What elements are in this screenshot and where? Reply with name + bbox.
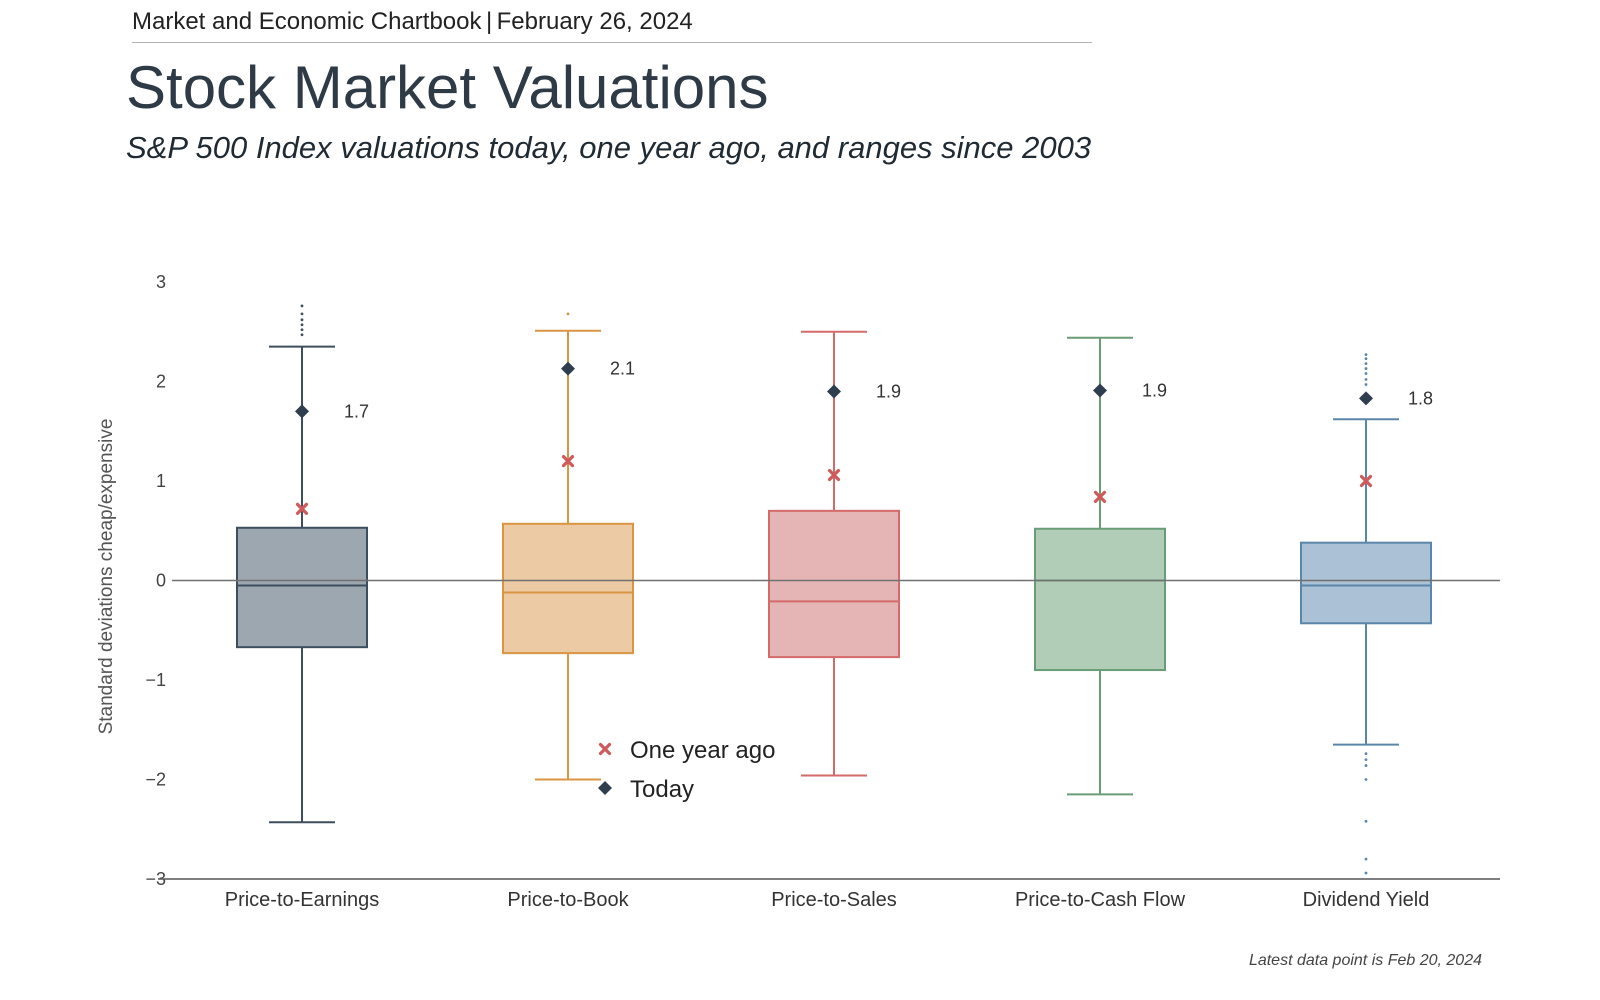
x-category-label: Price-to-Sales <box>771 889 897 911</box>
outlier-point <box>300 328 304 332</box>
box-dividend-yield <box>1300 541 1432 625</box>
one-year-ago-marker <box>295 502 309 515</box>
outlier-point <box>1364 372 1368 375</box>
y-tick-label: 2 <box>156 372 166 392</box>
cross-stroke <box>1093 490 1107 504</box>
y-tick-label: 3 <box>156 272 166 292</box>
y-axis-label: Standard deviations cheap/expensive <box>96 419 117 735</box>
x-category-label: Dividend Yield <box>1303 889 1430 911</box>
cross-stroke <box>827 468 841 482</box>
x-category-label: Price-to-Cash Flow <box>1015 889 1186 911</box>
outlier-point <box>1364 764 1368 767</box>
outlier-point <box>1364 871 1368 875</box>
legend-today-label: Today <box>630 776 694 803</box>
box-price-to-cash-flow <box>1034 527 1166 672</box>
today-value-label: 1.8 <box>1408 388 1433 408</box>
publication-name: Market and Economic Chartbook <box>132 8 482 35</box>
legend-today-marker <box>598 781 612 795</box>
one-year-ago-marker <box>1093 490 1107 504</box>
page-title: Stock Market Valuations <box>126 54 769 121</box>
y-tick-label: 0 <box>156 571 166 591</box>
legend-one-year-ago-label: One year ago <box>630 737 775 764</box>
outlier-point <box>566 312 570 316</box>
header-separator: | <box>485 8 493 35</box>
outlier-point <box>1364 778 1368 781</box>
today-marker <box>827 384 841 399</box>
today-value-label: 1.9 <box>1142 380 1167 400</box>
today-marker <box>295 404 309 419</box>
today-value-label: 1.7 <box>344 401 369 421</box>
outlier-point <box>300 318 304 322</box>
outlier-point <box>1364 357 1368 361</box>
x-category-label: Price-to-Earnings <box>225 889 380 911</box>
one-year-ago-marker <box>827 468 841 482</box>
one-year-ago-marker <box>561 455 575 468</box>
chartbook-header: Market and Economic Chartbook | February… <box>132 4 1092 43</box>
y-tick-label: −3 <box>145 869 166 889</box>
today-marker <box>1093 383 1107 398</box>
y-tick-label: 1 <box>156 471 166 491</box>
outlier-point <box>1364 383 1368 386</box>
outlier-point <box>1364 819 1368 823</box>
box-price-to-book <box>502 522 634 655</box>
page-subtitle: S&P 500 Index valuations today, one year… <box>126 130 1092 165</box>
one-year-ago-marker <box>1359 474 1373 488</box>
cross-stroke <box>598 742 612 756</box>
footnote: Latest data point is Feb 20, 2024 <box>1248 952 1482 969</box>
cross-stroke <box>1359 474 1373 488</box>
box-price-to-sales <box>768 509 900 659</box>
y-tick-label: −2 <box>145 770 166 790</box>
today-value-label: 2.1 <box>610 359 635 379</box>
cross-stroke <box>295 502 309 515</box>
today-marker <box>561 361 575 376</box>
outlier-point <box>1364 752 1368 756</box>
today-marker <box>1359 391 1373 406</box>
today-value-label: 1.9 <box>876 381 901 401</box>
outlier-point <box>300 333 304 337</box>
outlier-point <box>1364 367 1368 370</box>
outlier-point <box>1364 353 1368 357</box>
publication-date: February 26, 2024 <box>496 8 693 35</box>
outlier-point <box>1364 758 1368 761</box>
outlier-point <box>1364 362 1368 365</box>
outlier-point <box>300 323 304 327</box>
cross-stroke <box>561 455 575 468</box>
y-tick-label: −1 <box>145 670 166 690</box>
outlier-point <box>1364 378 1368 381</box>
outlier-point <box>300 304 304 308</box>
outlier-point <box>300 312 304 316</box>
outlier-point <box>1364 857 1368 861</box>
x-category-label: Price-to-Book <box>507 889 629 911</box>
box-price-to-earnings <box>236 526 368 649</box>
legend-one-year-ago-marker <box>598 742 612 756</box>
